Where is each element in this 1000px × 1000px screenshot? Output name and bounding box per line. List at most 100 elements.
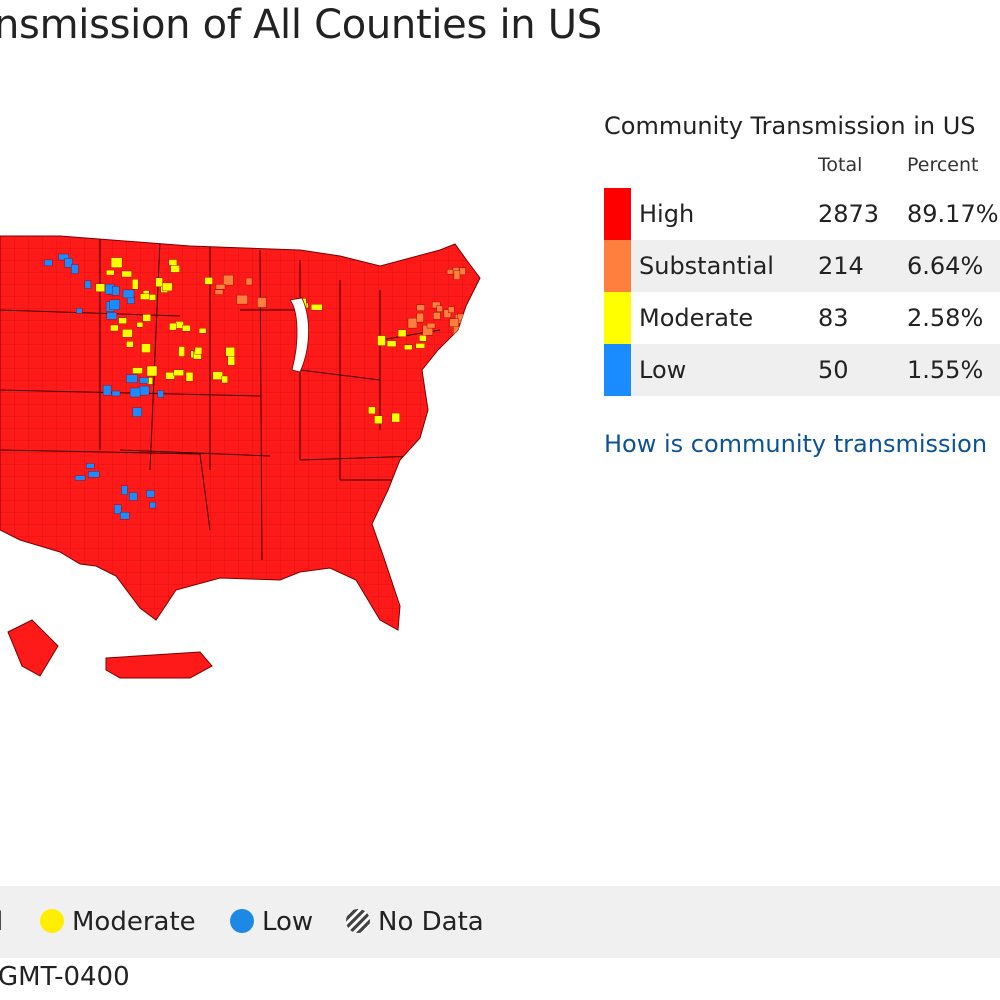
county-cell[interactable] (432, 301, 441, 309)
county-cell[interactable] (178, 346, 185, 357)
legend-item-no-data[interactable]: No Data (346, 886, 484, 958)
county-cell[interactable] (214, 289, 224, 295)
county-cell[interactable] (162, 282, 173, 292)
county-cell[interactable] (204, 277, 213, 285)
county-cell[interactable] (129, 387, 141, 398)
county-cell[interactable] (212, 371, 223, 380)
county-cell[interactable] (374, 415, 383, 424)
county-cell[interactable] (126, 374, 138, 383)
county-cell[interactable] (227, 355, 236, 366)
county-cell[interactable] (386, 340, 397, 347)
county-cell[interactable] (407, 317, 418, 329)
level-label: High (639, 200, 695, 228)
county-cell[interactable] (449, 318, 459, 328)
county-cell[interactable] (436, 305, 443, 313)
us-county-map[interactable] (0, 200, 600, 700)
county-cell[interactable] (182, 324, 191, 332)
county-cell[interactable] (194, 346, 203, 355)
county-cell[interactable] (102, 385, 112, 396)
county-cell[interactable] (121, 270, 132, 278)
county-cell[interactable] (122, 329, 133, 338)
county-cell[interactable] (118, 317, 127, 324)
county-cell[interactable] (146, 490, 155, 498)
updated-timestamp: GMT-0400 (0, 962, 130, 992)
county-cell[interactable] (106, 312, 117, 320)
county-cell[interactable] (106, 269, 115, 276)
county-cell[interactable] (138, 385, 150, 396)
county-cell[interactable] (236, 294, 248, 305)
county-cell[interactable] (140, 293, 150, 300)
county-cell[interactable] (155, 277, 163, 288)
county-cell[interactable] (215, 284, 226, 290)
county-cell[interactable] (87, 471, 100, 478)
county-cell[interactable] (415, 343, 425, 349)
summary-table: High 2873 89.17% Substantial 214 6.64% M… (604, 188, 1000, 396)
county-cell[interactable] (128, 492, 138, 501)
county-cell[interactable] (113, 504, 122, 514)
county-cell[interactable] (121, 485, 128, 495)
county-cell[interactable] (126, 341, 134, 348)
county-cell[interactable] (109, 299, 121, 310)
county-cell[interactable] (311, 304, 323, 311)
county-cell[interactable] (416, 304, 425, 311)
county-cell[interactable] (245, 277, 253, 286)
county-cell[interactable] (170, 265, 180, 273)
county-cell[interactable] (148, 294, 157, 301)
county-cell[interactable] (131, 278, 139, 290)
county-cell[interactable] (391, 412, 400, 423)
county-cell[interactable] (75, 308, 83, 314)
county-cell[interactable] (257, 297, 267, 308)
legend-item-substantial-partial[interactable]: l (0, 886, 3, 958)
county-cell[interactable] (132, 367, 143, 374)
county-cell[interactable] (139, 377, 149, 384)
county-cell[interactable] (198, 327, 207, 334)
county-cell[interactable] (64, 258, 73, 268)
puerto-rico-region (105, 651, 213, 679)
county-cell[interactable] (377, 335, 386, 346)
county-cell[interactable] (168, 259, 178, 266)
county-cell[interactable] (416, 312, 424, 323)
county-cell[interactable] (120, 512, 130, 520)
county-cell[interactable] (221, 375, 228, 384)
county-cell[interactable] (426, 322, 436, 329)
county-cell[interactable] (122, 289, 135, 299)
county-cell[interactable] (111, 390, 121, 397)
county-cell[interactable] (448, 306, 455, 314)
county-cell[interactable] (95, 283, 105, 292)
county-cell[interactable] (453, 270, 461, 280)
county-cell[interactable] (169, 322, 177, 331)
county-cell[interactable] (112, 285, 120, 296)
county-cell[interactable] (185, 371, 194, 382)
county-cell[interactable] (85, 463, 95, 469)
county-cell[interactable] (142, 314, 151, 322)
county-cell[interactable] (368, 406, 376, 415)
county-cell[interactable] (397, 329, 407, 337)
county-cell[interactable] (136, 321, 144, 328)
county-cell[interactable] (443, 309, 452, 318)
county-cell[interactable] (433, 312, 441, 320)
county-cell[interactable] (173, 369, 184, 377)
county-cell[interactable] (132, 407, 142, 417)
county-cell[interactable] (74, 475, 86, 481)
county-cell[interactable] (223, 274, 234, 286)
county-cell[interactable] (110, 324, 119, 332)
county-cell[interactable] (70, 264, 79, 274)
county-cell[interactable] (58, 253, 69, 261)
county-cell[interactable] (84, 280, 92, 289)
legend-item-moderate[interactable]: Moderate (40, 886, 196, 958)
county-cell[interactable] (110, 257, 123, 268)
map-svg (0, 235, 481, 679)
county-cell[interactable] (157, 390, 164, 398)
county-cell[interactable] (404, 344, 413, 351)
county-cell[interactable] (146, 365, 158, 377)
county-cell[interactable] (44, 259, 53, 267)
column-header-total: Total (818, 154, 863, 176)
county-cell[interactable] (141, 343, 151, 353)
county-cell[interactable] (459, 267, 466, 276)
county-cell[interactable] (419, 335, 427, 342)
legend-item-low[interactable]: Low (230, 886, 313, 958)
community-transmission-help-link[interactable]: How is community transmission (604, 430, 988, 458)
county-cell[interactable] (165, 372, 175, 380)
county-cell[interactable] (225, 346, 235, 357)
county-cell[interactable] (149, 501, 156, 509)
